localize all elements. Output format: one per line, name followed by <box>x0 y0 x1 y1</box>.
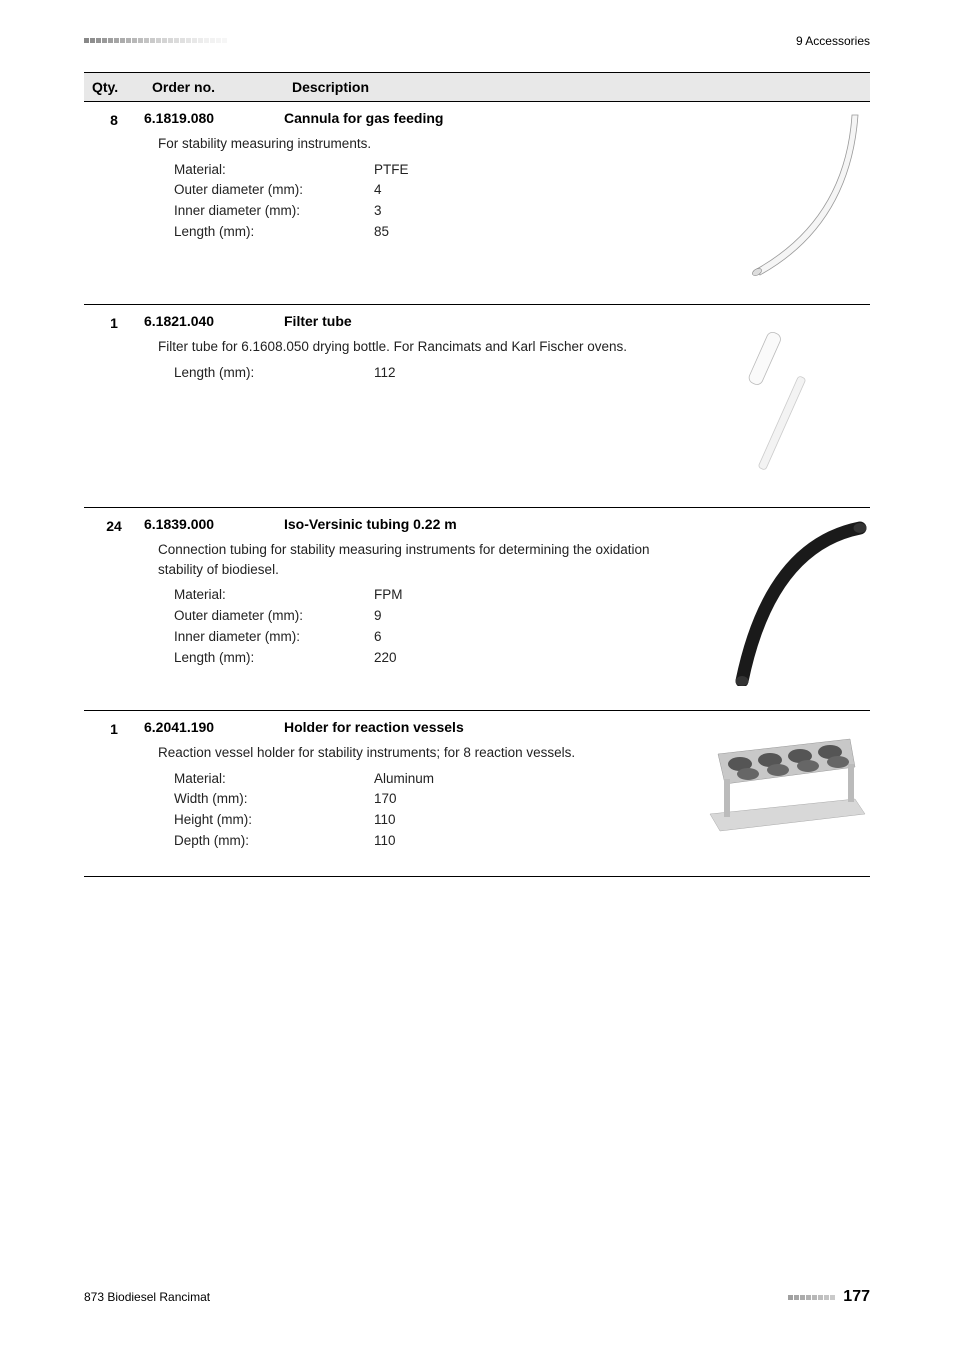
spec-value: 220 <box>374 648 397 669</box>
item-desc: Reaction vessel holder for stability ins… <box>158 743 690 763</box>
spec-label: Outer diameter (mm): <box>174 606 374 627</box>
spec-value: 3 <box>374 201 382 222</box>
item-title: Holder for reaction vessels <box>284 719 464 735</box>
spec-value: 6 <box>374 627 382 648</box>
item-desc: For stability measuring instruments. <box>158 134 690 154</box>
footer: 873 Biodiesel Rancimat 177 <box>84 1288 870 1306</box>
spec-label: Inner diameter (mm): <box>174 627 374 648</box>
item-title: Filter tube <box>284 313 352 329</box>
item-title: Iso-Versinic tubing 0.22 m <box>284 516 457 532</box>
spec-label: Material: <box>174 160 374 181</box>
spec-label: Outer diameter (mm): <box>174 180 374 201</box>
spec-value: 110 <box>374 831 396 852</box>
filter-tube-icon <box>700 313 870 483</box>
tubing-icon <box>700 516 870 686</box>
order-no: 6.1821.040 <box>144 313 284 329</box>
spec-value: 112 <box>374 363 396 384</box>
qty: 1 <box>84 313 144 483</box>
qty: 1 <box>84 719 144 852</box>
qty: 24 <box>84 516 144 686</box>
spec-value: FPM <box>374 585 403 606</box>
col-qty-header: Qty. <box>92 79 152 95</box>
spec-label: Length (mm): <box>174 648 374 669</box>
spec-value: 170 <box>374 789 397 810</box>
spec-label: Material: <box>174 585 374 606</box>
spec-value: PTFE <box>374 160 409 181</box>
accessory-row: 1 6.2041.190 Holder for reaction vessels… <box>84 710 870 877</box>
spec-value: Aluminum <box>374 769 434 790</box>
col-order-header: Order no. <box>152 79 292 95</box>
spec-label: Length (mm): <box>174 363 374 384</box>
spec-label: Width (mm): <box>174 789 374 810</box>
top-gradient-marker <box>84 38 227 43</box>
spec-label: Depth (mm): <box>174 831 374 852</box>
section-heading: 9 Accessories <box>796 34 870 48</box>
accessory-row: 24 6.1839.000 Iso-Versinic tubing 0.22 m… <box>84 507 870 710</box>
item-desc: Filter tube for 6.1608.050 drying bottle… <box>158 337 690 357</box>
content: Qty. Order no. Description 8 6.1819.080 … <box>84 72 870 877</box>
col-desc-header: Description <box>292 79 862 95</box>
spec-value: 4 <box>374 180 382 201</box>
spec-label: Inner diameter (mm): <box>174 201 374 222</box>
order-no: 6.1819.080 <box>144 110 284 126</box>
accessory-row: 1 6.1821.040 Filter tube Filter tube for… <box>84 304 870 507</box>
order-no: 6.1839.000 <box>144 516 284 532</box>
spec-value: 110 <box>374 810 396 831</box>
accessory-row: 8 6.1819.080 Cannula for gas feeding For… <box>84 101 870 304</box>
footer-product: 873 Biodiesel Rancimat <box>84 1290 210 1304</box>
cannula-icon <box>700 110 870 280</box>
vessel-holder-icon <box>700 719 870 839</box>
item-desc: Connection tubing for stability measurin… <box>158 540 690 579</box>
spec-label: Height (mm): <box>174 810 374 831</box>
table-header: Qty. Order no. Description <box>84 72 870 101</box>
spec-value: 85 <box>374 222 389 243</box>
qty: 8 <box>84 110 144 280</box>
order-no: 6.2041.190 <box>144 719 284 735</box>
spec-label: Material: <box>174 769 374 790</box>
page-number: 177 <box>843 1288 870 1306</box>
item-title: Cannula for gas feeding <box>284 110 443 126</box>
bottom-gradient-marker <box>788 1295 835 1300</box>
spec-label: Length (mm): <box>174 222 374 243</box>
spec-value: 9 <box>374 606 382 627</box>
